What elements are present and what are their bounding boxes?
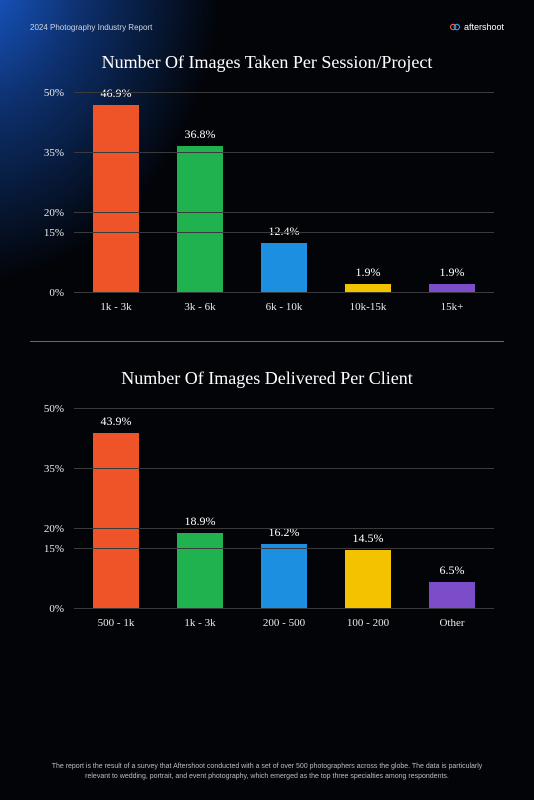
x-tick-label: 100 - 200 [326,617,410,629]
chart-title: Number Of Images Taken Per Session/Proje… [30,52,504,73]
header: 2024 Photography Industry Report aftersh… [30,22,504,32]
bar-value-label: 16.2% [269,525,300,540]
bar-wrap: 36.8% [158,93,242,292]
grid-line [74,292,494,293]
report-title: 2024 Photography Industry Report [30,23,152,32]
bar [177,146,223,292]
grid-line [74,608,494,609]
x-tick-label: 3k - 6k [158,301,242,313]
y-tick-label: 20% [44,207,64,219]
y-axis: 0%15%20%35%50% [30,409,70,609]
chart-images-per-session: Number Of Images Taken Per Session/Proje… [30,52,504,313]
x-axis-labels: 1k - 3k3k - 6k6k - 10k10k-15k15k+ [74,301,494,313]
x-tick-label: 6k - 10k [242,301,326,313]
brand-name: aftershoot [464,22,504,32]
grid-line [74,408,494,409]
grid-line [74,212,494,213]
bar-wrap: 12.4% [242,93,326,292]
y-axis: 0%15%20%35%50% [30,93,70,293]
bar-wrap: 16.2% [242,409,326,608]
x-tick-label: 15k+ [410,301,494,313]
section-divider [30,341,504,342]
bar [345,284,391,292]
brand: aftershoot [450,22,504,32]
bars-container: 43.9% 18.9% 16.2% 14.5% 6.5% [74,409,494,609]
bar [429,284,475,292]
bar-wrap: 18.9% [158,409,242,608]
y-tick-label: 20% [44,523,64,535]
chart-title: Number Of Images Delivered Per Client [30,368,504,389]
bar [429,582,475,608]
chart-area: 0%15%20%35%50% 43.9%18.9%16.2%14.5%6.5% [74,409,494,609]
grid-line [74,468,494,469]
bar [177,533,223,608]
bar-wrap: 1.9% [326,93,410,292]
brand-logo-icon [450,22,460,32]
bar [261,544,307,608]
x-tick-label: 200 - 500 [242,617,326,629]
bar-value-label: 43.9% [101,414,132,429]
x-tick-label: Other [410,617,494,629]
grid-line [74,152,494,153]
bar-wrap: 1.9% [410,93,494,292]
y-tick-label: 0% [49,287,64,299]
bar [345,550,391,608]
x-tick-label: 500 - 1k [74,617,158,629]
bar [261,243,307,292]
bar [93,433,139,608]
bar-wrap: 46.9% [74,93,158,292]
bar [93,105,139,292]
y-tick-label: 15% [44,543,64,555]
bar-value-label: 6.5% [440,563,465,578]
bar-value-label: 36.8% [185,127,216,142]
bar-wrap: 14.5% [326,409,410,608]
y-tick-label: 50% [44,87,64,99]
y-tick-label: 0% [49,603,64,615]
x-axis-labels: 500 - 1k1k - 3k200 - 500100 - 200Other [74,617,494,629]
report-page: 2024 Photography Industry Report aftersh… [0,0,534,800]
grid-line [74,548,494,549]
bar-wrap: 43.9% [74,409,158,608]
y-tick-label: 15% [44,227,64,239]
x-tick-label: 1k - 3k [158,617,242,629]
x-tick-label: 10k-15k [326,301,410,313]
grid-line [74,232,494,233]
bar-value-label: 18.9% [185,514,216,529]
footnote: The report is the result of a survey tha… [40,762,494,782]
y-tick-label: 50% [44,403,64,415]
grid-line [74,528,494,529]
bar-value-label: 1.9% [440,265,465,280]
bars-container: 46.9% 36.8% 12.4% 1.9% 1.9% [74,93,494,293]
x-tick-label: 1k - 3k [74,301,158,313]
bar-value-label: 14.5% [353,531,384,546]
bar-value-label: 46.9% [101,86,132,101]
grid-line [74,92,494,93]
chart-images-delivered: Number Of Images Delivered Per Client 0%… [30,368,504,629]
bar-wrap: 6.5% [410,409,494,608]
y-tick-label: 35% [44,463,64,475]
y-tick-label: 35% [44,147,64,159]
bar-value-label: 1.9% [356,265,381,280]
chart-area: 0%15%20%35%50% 46.9%36.8%12.4%1.9%1.9% [74,93,494,293]
